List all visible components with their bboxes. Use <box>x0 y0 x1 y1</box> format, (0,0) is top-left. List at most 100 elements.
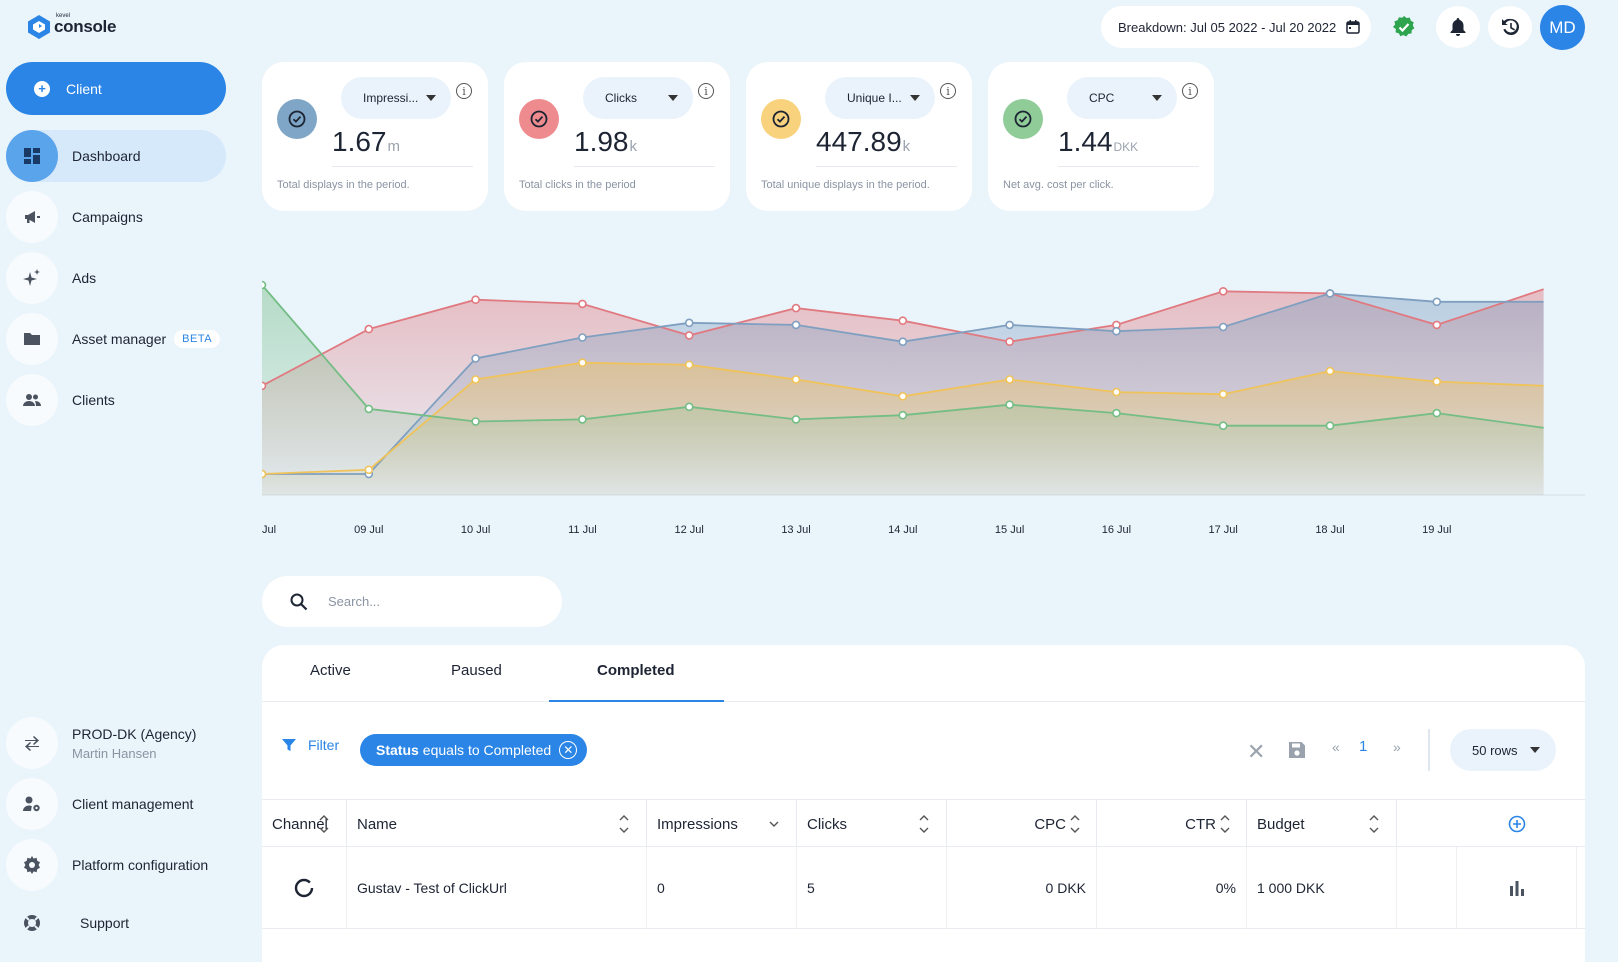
name-cell[interactable]: Gustav - Test of ClickUrl <box>347 847 647 929</box>
sort-icon[interactable] <box>919 810 929 838</box>
client-button[interactable]: + Client <box>6 62 226 115</box>
sidebar-item-platform-configuration[interactable]: Platform configuration <box>6 839 226 891</box>
data-point[interactable] <box>1432 297 1442 307</box>
column-header-name[interactable]: Name <box>347 800 647 848</box>
data-point[interactable] <box>1112 408 1121 418</box>
data-point[interactable] <box>471 375 480 384</box>
sort-desc-icon[interactable] <box>769 810 779 838</box>
data-point[interactable] <box>1432 377 1442 386</box>
data-point[interactable] <box>1218 287 1228 296</box>
data-point[interactable] <box>1112 326 1121 336</box>
data-point[interactable] <box>898 337 908 347</box>
table-row[interactable]: Gustav - Test of ClickUrl 0 5 0 DKK 0% 1… <box>262 847 1585 929</box>
data-point[interactable] <box>1005 375 1014 384</box>
column-header-ctr[interactable]: CTR <box>1097 800 1247 848</box>
data-point[interactable] <box>364 404 374 414</box>
info-icon[interactable]: i <box>940 83 956 99</box>
tab-paused[interactable]: Paused <box>451 662 502 679</box>
info-icon[interactable]: i <box>1182 83 1198 99</box>
metric-select[interactable]: Clicks <box>583 77 693 119</box>
info-icon[interactable]: i <box>456 83 472 99</box>
data-point[interactable] <box>578 333 587 342</box>
data-point[interactable] <box>1325 421 1335 430</box>
data-point[interactable] <box>791 375 801 384</box>
data-point[interactable] <box>1005 400 1014 409</box>
sort-icon[interactable] <box>319 810 329 838</box>
data-point[interactable] <box>898 392 908 401</box>
sidebar-item-asset-manager[interactable]: Asset manager BETA <box>6 313 226 365</box>
data-point[interactable] <box>684 331 694 340</box>
data-point[interactable] <box>1005 337 1014 347</box>
data-point[interactable] <box>791 303 801 313</box>
metric-select[interactable]: Unique I... <box>825 77 935 119</box>
sidebar-item-campaigns[interactable]: Campaigns <box>6 191 226 243</box>
sidebar-item-client-management[interactable]: Client management <box>6 778 226 830</box>
data-point[interactable] <box>471 354 480 363</box>
data-point[interactable] <box>578 299 587 309</box>
verified-status[interactable] <box>1382 6 1426 48</box>
metric-select[interactable]: Impressi... <box>341 77 451 119</box>
filter-chip[interactable]: Status equals to Completed ✕ <box>360 734 588 766</box>
data-point[interactable] <box>262 381 267 391</box>
bar-chart-icon[interactable] <box>1509 880 1525 896</box>
data-point[interactable] <box>1325 289 1335 298</box>
sidebar-item-ads[interactable]: Ads <box>6 252 226 304</box>
next-page-button[interactable]: » <box>1393 739 1401 755</box>
sort-icon[interactable] <box>619 810 629 838</box>
search-input[interactable] <box>328 594 528 609</box>
sort-icon[interactable] <box>1070 810 1080 838</box>
sidebar-item-clients[interactable]: Clients <box>6 374 226 426</box>
filter-button[interactable]: Filter <box>282 737 339 753</box>
data-point[interactable] <box>1218 389 1228 399</box>
logo[interactable]: kevel console <box>26 13 116 40</box>
prev-page-button[interactable]: « <box>1332 739 1340 755</box>
info-icon[interactable]: i <box>698 83 714 99</box>
column-header-impressions[interactable]: Impressions <box>647 800 797 848</box>
data-point[interactable] <box>364 465 374 475</box>
tab-completed[interactable]: Completed <box>597 662 675 679</box>
sidebar-item-support[interactable]: Support <box>6 899 226 947</box>
remove-filter-icon[interactable]: ✕ <box>559 741 578 759</box>
data-point[interactable] <box>364 324 374 334</box>
date-range-picker[interactable]: Breakdown: Jul 05 2022 - Jul 20 2022 <box>1101 6 1371 48</box>
column-header-cpc[interactable]: CPC <box>947 800 1097 848</box>
current-page[interactable]: 1 <box>1359 738 1368 755</box>
rows-per-page-select[interactable]: 50 rows <box>1450 729 1556 771</box>
sort-icon[interactable] <box>1220 810 1230 838</box>
data-point[interactable] <box>898 316 908 326</box>
history-button[interactable] <box>1488 6 1532 48</box>
save-icon[interactable] <box>1288 741 1306 759</box>
clear-filters-icon[interactable]: ✕ <box>1247 739 1266 764</box>
column-header-clicks[interactable]: Clicks <box>797 800 947 848</box>
data-point[interactable] <box>262 280 267 290</box>
data-point[interactable] <box>1325 366 1335 376</box>
sidebar-item-dashboard[interactable]: Dashboard <box>6 130 226 182</box>
tab-active[interactable]: Active <box>310 662 351 679</box>
data-point[interactable] <box>1112 387 1121 397</box>
data-point[interactable] <box>262 469 267 479</box>
data-point[interactable] <box>791 320 801 330</box>
column-header-channel[interactable]: Channel <box>262 800 347 848</box>
data-point[interactable] <box>1218 322 1228 332</box>
data-point[interactable] <box>1005 320 1014 330</box>
data-point[interactable] <box>791 415 801 424</box>
data-point[interactable] <box>471 295 480 305</box>
data-point[interactable] <box>1432 408 1442 418</box>
notifications-button[interactable] <box>1436 6 1480 48</box>
search-box[interactable] <box>262 576 562 627</box>
metric-select[interactable]: CPC <box>1067 77 1177 119</box>
data-point[interactable] <box>1432 320 1442 330</box>
data-point[interactable] <box>471 417 480 426</box>
user-avatar[interactable]: MD <box>1540 5 1585 50</box>
data-point[interactable] <box>578 358 587 367</box>
column-header-budget[interactable]: Budget <box>1247 800 1397 848</box>
sort-icon[interactable] <box>1369 810 1379 838</box>
data-point[interactable] <box>1218 421 1228 430</box>
data-point[interactable] <box>684 402 694 412</box>
data-point[interactable] <box>684 318 694 328</box>
data-point[interactable] <box>898 410 908 420</box>
add-column-icon[interactable] <box>1508 815 1526 833</box>
data-point[interactable] <box>684 360 694 370</box>
account-switcher[interactable]: PROD-DK (Agency) Martin Hansen <box>6 716 226 770</box>
data-point[interactable] <box>578 415 587 424</box>
